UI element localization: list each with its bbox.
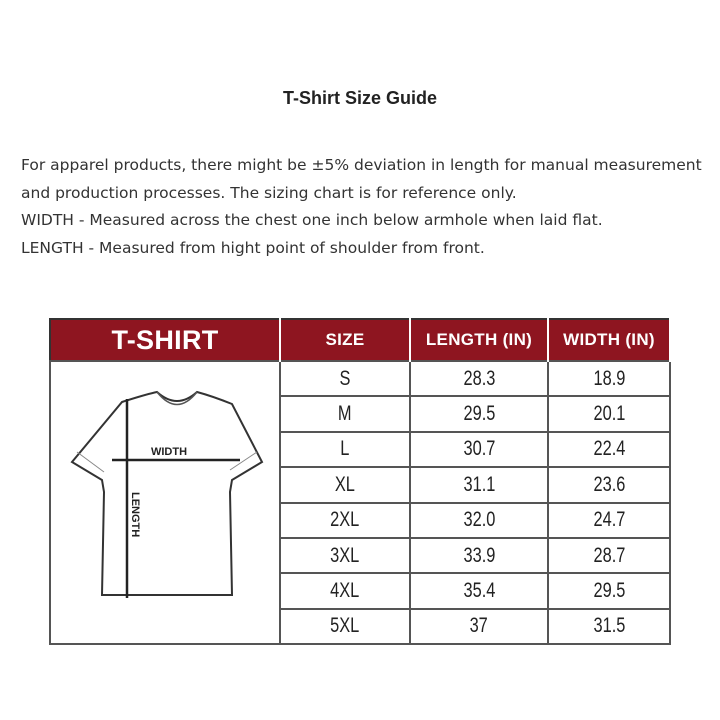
size-cell: L	[279, 430, 411, 469]
width-cell: 31.5	[547, 607, 671, 646]
table-row: M 29.5 20.1	[50, 395, 671, 433]
table-row: 4XL 35.4 29.5	[50, 572, 671, 610]
length-note: LENGTH - Measured from hight point of sh…	[21, 238, 485, 257]
header-tshirt: T-SHIRT	[50, 319, 281, 361]
size-cell: 3XL	[279, 536, 411, 575]
size-cell: M	[279, 395, 411, 433]
size-cell: 4XL	[279, 572, 411, 610]
width-cell: 23.6	[547, 466, 671, 504]
size-cell: 2XL	[279, 501, 411, 539]
width-label: WIDTH	[151, 446, 187, 458]
table-row: WIDTH LENGTH S 28.3 18.9	[49, 359, 671, 645]
size-description: For apparel products, there might be ±5%…	[21, 152, 711, 262]
table-row: L 30.7 22.4	[50, 430, 671, 469]
table-header-row: T-SHIRT SIZE LENGTH (IN) WIDTH (IN)	[50, 319, 671, 361]
length-cell: 30.7	[409, 430, 549, 469]
width-note: WIDTH - Measured across the chest one in…	[21, 211, 603, 229]
width-cell: 24.7	[547, 501, 671, 539]
length-cell: 37	[409, 607, 549, 646]
table-row: 5XL 37 31.5	[50, 607, 671, 646]
size-chart-table: T-SHIRT SIZE LENGTH (IN) WIDTH (IN) WIDT…	[49, 318, 671, 646]
table-row: XL 31.1 23.6	[50, 466, 671, 504]
table-row: 3XL 33.9 28.7	[50, 536, 671, 575]
header-width: WIDTH (IN)	[548, 319, 671, 361]
width-cell: 28.7	[547, 536, 671, 575]
tshirt-icon: WIDTH LENGTH	[70, 390, 264, 598]
size-cell: 5XL	[279, 607, 411, 646]
width-cell: 22.4	[547, 430, 671, 469]
length-cell: 28.3	[409, 359, 549, 398]
header-length: LENGTH (IN)	[410, 319, 549, 361]
length-label: LENGTH	[129, 492, 141, 537]
size-cell: XL	[279, 466, 411, 504]
length-cell: 33.9	[409, 536, 549, 575]
width-cell: 29.5	[547, 572, 671, 610]
page-title: T-Shirt Size Guide	[282, 88, 438, 108]
header-size: SIZE	[280, 319, 411, 361]
tshirt-diagram: WIDTH LENGTH	[49, 360, 281, 645]
deviation-note: For apparel products, there might be ±5%…	[21, 156, 702, 202]
table-row: 2XL 32.0 24.7	[50, 501, 671, 539]
length-cell: 31.1	[409, 466, 549, 504]
width-cell: 20.1	[547, 395, 671, 433]
length-cell: 35.4	[409, 572, 549, 610]
length-cell: 32.0	[409, 501, 549, 539]
size-cell: S	[279, 359, 411, 398]
length-cell: 29.5	[409, 395, 549, 433]
width-cell: 18.9	[547, 359, 671, 398]
